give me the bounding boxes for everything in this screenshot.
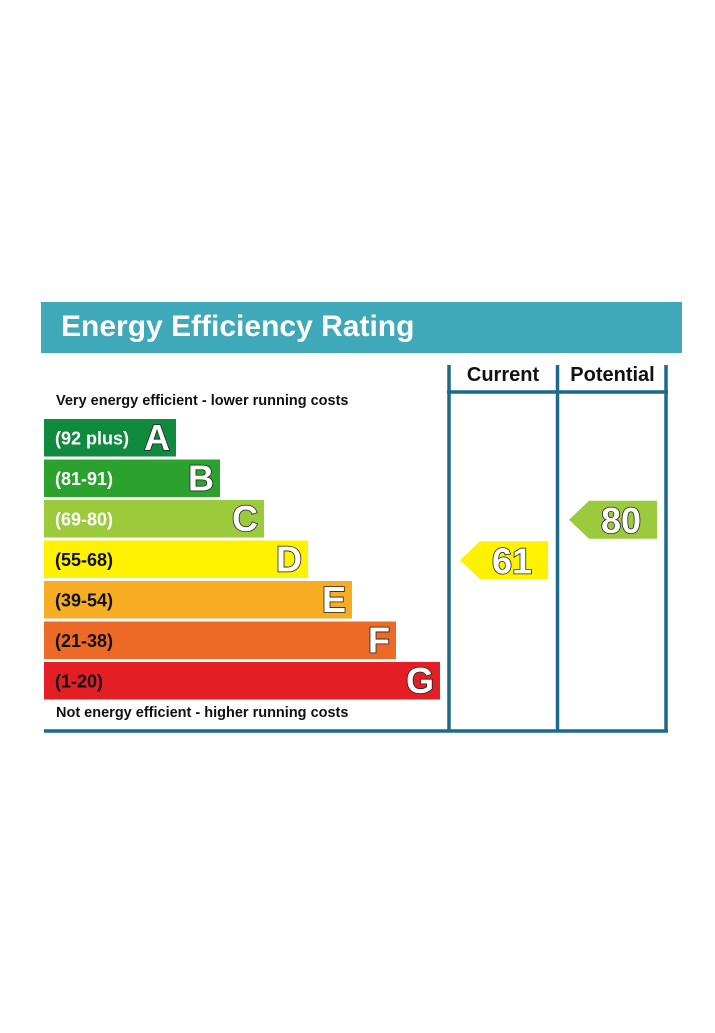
band-range-label: (39-54) bbox=[55, 590, 113, 610]
bottom-caption: Not energy efficient - higher running co… bbox=[56, 705, 349, 721]
band-bar-b bbox=[44, 459, 220, 497]
rating-marker-potential: 80 bbox=[569, 499, 657, 542]
column-header-potential: Potential bbox=[570, 364, 655, 386]
band-bar-a bbox=[44, 419, 176, 457]
band-g: (1-20) G bbox=[44, 659, 440, 702]
band-c: (69-80) C bbox=[44, 497, 264, 540]
band-bar-g bbox=[44, 662, 440, 700]
rating-arrow-current bbox=[460, 541, 548, 580]
band-a: (92 plus) A bbox=[44, 416, 176, 459]
band-letter: C bbox=[232, 498, 258, 539]
rating-arrow-potential bbox=[569, 500, 657, 539]
title-bar: Energy Efficiency Rating bbox=[41, 302, 682, 353]
band-bar-f bbox=[44, 621, 396, 659]
band-b: (81-91) B bbox=[44, 456, 220, 499]
rating-bands: (92 plus) A(81-91) B(69-80) C(55-68) D(39-54… bbox=[44, 416, 440, 702]
band-letter: D bbox=[276, 538, 302, 579]
band-f: (21-38) F bbox=[44, 618, 396, 661]
band-bar-c bbox=[44, 500, 264, 538]
band-bar-e bbox=[44, 581, 352, 619]
band-range-label: (55-68) bbox=[55, 550, 113, 570]
band-letter: A bbox=[144, 417, 170, 458]
chart-frame bbox=[44, 365, 668, 733]
band-range-label: (81-91) bbox=[55, 469, 113, 489]
chart-title: Energy Efficiency Rating bbox=[61, 310, 415, 343]
top-caption: Very energy efficient - lower running co… bbox=[56, 393, 349, 409]
rating-value-potential: 80 bbox=[601, 500, 641, 541]
band-letter: G bbox=[406, 660, 434, 701]
rating-marker-current: 61 bbox=[460, 539, 548, 582]
band-range-label: (69-80) bbox=[55, 509, 113, 529]
band-range-label: (92 plus) bbox=[55, 428, 129, 448]
band-bar-d bbox=[44, 540, 308, 578]
rating-value-current: 61 bbox=[492, 540, 532, 581]
rating-markers: 61 80 bbox=[460, 499, 657, 582]
band-letter: F bbox=[368, 619, 390, 660]
band-letter: B bbox=[188, 457, 214, 498]
band-range-label: (1-20) bbox=[55, 671, 103, 691]
band-letter: E bbox=[322, 579, 346, 620]
band-range-label: (21-38) bbox=[55, 631, 113, 651]
band-d: (55-68) D bbox=[44, 537, 308, 580]
column-header-current: Current bbox=[466, 364, 540, 386]
band-e: (39-54) E bbox=[44, 578, 352, 621]
